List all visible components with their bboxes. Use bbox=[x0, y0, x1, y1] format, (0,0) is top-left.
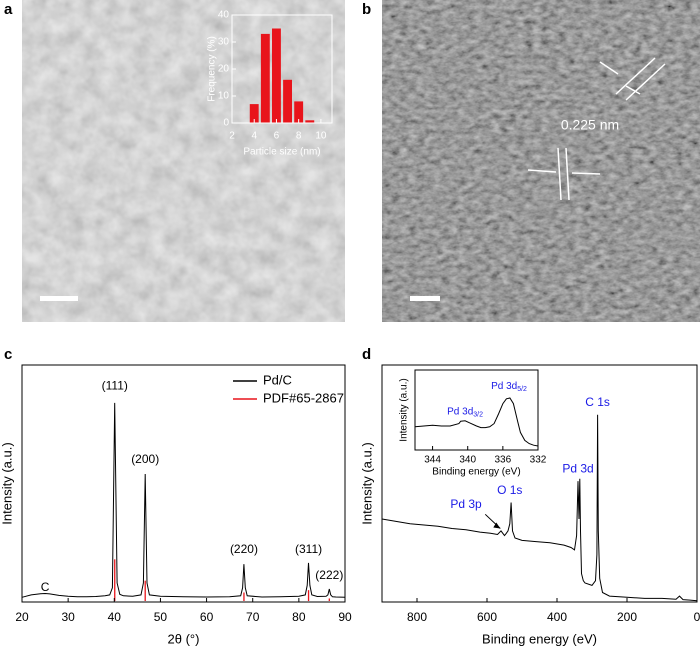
legend-label: Pd/C bbox=[263, 372, 292, 387]
annotation-subscript: 3/2 bbox=[473, 411, 483, 418]
lattice-label: 0.225 nm bbox=[561, 117, 619, 133]
x-tick-label: 400 bbox=[547, 610, 567, 624]
bar bbox=[305, 120, 315, 123]
x-tick-label: 600 bbox=[477, 610, 497, 624]
annotation: (111) bbox=[102, 379, 128, 393]
annotation: (200) bbox=[131, 452, 159, 466]
panel-label: d bbox=[362, 346, 371, 363]
x-axis-label: 2θ (°) bbox=[168, 631, 200, 646]
x-tick-label: 8 bbox=[296, 131, 302, 142]
annotation-text: Pd 3d bbox=[447, 406, 473, 417]
data-line bbox=[414, 397, 539, 447]
bar bbox=[272, 28, 281, 123]
x-tick-label: 20 bbox=[15, 610, 29, 624]
annotation: (220) bbox=[230, 542, 258, 556]
x-axis-label: Binding energy (eV) bbox=[482, 631, 597, 646]
x-tick-label: 50 bbox=[154, 610, 168, 624]
y-tick-label: 30 bbox=[218, 37, 230, 48]
annotation: O 1s bbox=[497, 483, 522, 497]
bar bbox=[283, 79, 292, 123]
x-tick-label: 6 bbox=[274, 131, 280, 142]
x-tick-label: 40 bbox=[108, 610, 122, 624]
y-tick-label: 40 bbox=[218, 10, 230, 21]
x-axis-label: Particle size (nm) bbox=[243, 147, 320, 158]
x-tick-label: 2 bbox=[229, 131, 235, 142]
y-axis-label: Intensity (a.u.) bbox=[399, 378, 410, 441]
panel-label: c bbox=[4, 346, 12, 363]
annotation: (311) bbox=[295, 542, 322, 556]
bar bbox=[260, 33, 270, 123]
y-axis-label: Frequency (%) bbox=[207, 36, 218, 102]
annotation: (222) bbox=[315, 568, 343, 582]
x-tick-label: 70 bbox=[246, 610, 260, 624]
annotation: Pd 3d bbox=[562, 461, 593, 475]
x-tick-label: 344 bbox=[424, 455, 441, 466]
x-tick-label: 30 bbox=[61, 610, 75, 624]
x-tick-label: 332 bbox=[530, 455, 547, 466]
annotation: C bbox=[41, 580, 50, 594]
x-tick-label: 340 bbox=[459, 455, 476, 466]
x-tick-label: 800 bbox=[407, 610, 427, 624]
y-axis-label: Intensity (a.u.) bbox=[0, 442, 14, 524]
y-tick-label: 20 bbox=[218, 64, 230, 75]
data-line bbox=[381, 414, 698, 602]
arrow-head bbox=[493, 522, 501, 529]
x-tick-label: 10 bbox=[315, 131, 327, 142]
annotation-text: Pd 3d bbox=[491, 381, 517, 392]
panel-label: a bbox=[4, 1, 13, 18]
x-tick-label: 200 bbox=[617, 610, 637, 624]
annotation: Pd 3p bbox=[450, 497, 482, 511]
x-tick-label: 90 bbox=[338, 610, 352, 624]
scale-bar bbox=[410, 296, 440, 301]
legend-label: PDF#65-2867 bbox=[263, 390, 344, 405]
annotation: Pd 3d3/2 bbox=[447, 406, 483, 418]
x-axis-label: Binding energy (eV) bbox=[432, 467, 520, 478]
x-tick-label: 336 bbox=[495, 455, 512, 466]
y-tick-label: 10 bbox=[218, 91, 230, 102]
x-tick-label: 4 bbox=[251, 131, 257, 142]
bar bbox=[294, 101, 304, 123]
lattice-marks bbox=[527, 57, 666, 201]
bar bbox=[249, 104, 259, 123]
y-axis-label: Intensity (a.u.) bbox=[359, 442, 374, 524]
axes-frame bbox=[381, 364, 698, 603]
tem-texture bbox=[22, 0, 345, 322]
x-tick-label: 60 bbox=[200, 610, 214, 624]
annotation-subscript: 5/2 bbox=[517, 386, 527, 393]
annotation: Pd 3d5/2 bbox=[491, 381, 527, 393]
axes-frame bbox=[414, 369, 539, 451]
data-line bbox=[21, 402, 346, 598]
annotation: C 1s bbox=[585, 395, 610, 409]
hrtem-texture bbox=[382, 0, 700, 322]
x-tick-label: 80 bbox=[292, 610, 306, 624]
axes-frame bbox=[21, 364, 346, 603]
y-tick-label: 0 bbox=[223, 118, 229, 129]
scale-bar bbox=[40, 296, 78, 301]
panel-label: b bbox=[362, 1, 371, 18]
x-tick-label: 0 bbox=[694, 610, 700, 624]
